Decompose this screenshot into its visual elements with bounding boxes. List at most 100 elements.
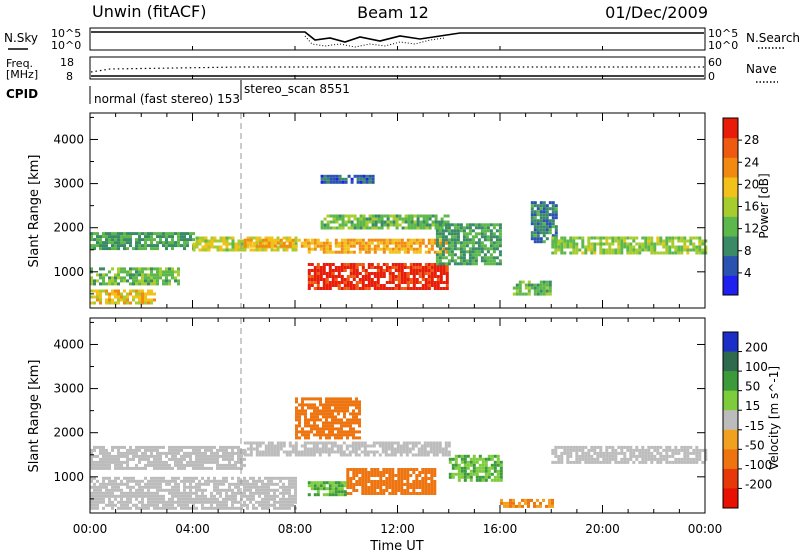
- data-cell: [273, 476, 276, 480]
- data-cell: [180, 479, 183, 483]
- data-cell: [201, 497, 204, 501]
- data-cell: [120, 460, 123, 464]
- data-cell: [210, 454, 213, 458]
- data-cell: [310, 481, 314, 485]
- data-cell: [346, 250, 350, 254]
- data-cell: [255, 488, 258, 492]
- data-cell: [632, 454, 636, 458]
- data-cell: [117, 276, 120, 280]
- data-cell: [447, 238, 451, 242]
- data-cell: [249, 491, 252, 495]
- data-cell: [351, 444, 355, 448]
- data-cell: [370, 486, 374, 489]
- data-cell: [270, 244, 274, 248]
- data-cell: [430, 241, 434, 245]
- data-cell: [228, 482, 231, 486]
- data-cell: [489, 259, 493, 263]
- data-cell: [368, 217, 372, 221]
- data-cell: [427, 269, 431, 272]
- data-cell: [400, 480, 404, 483]
- data-cell: [388, 266, 392, 269]
- data-cell: [276, 444, 280, 448]
- data-cell: [701, 239, 705, 243]
- data-cell: [252, 503, 255, 507]
- data-cell: [319, 266, 323, 269]
- data-cell: [462, 238, 466, 242]
- data-cell: [108, 270, 111, 274]
- data-cell: [674, 248, 678, 252]
- data-cell: [93, 494, 96, 498]
- data-cell: [480, 247, 484, 251]
- data-cell: [671, 454, 675, 458]
- data-cell: [489, 229, 493, 233]
- data-cell: [360, 450, 364, 454]
- data-cell: [326, 180, 330, 184]
- data-cell: [545, 216, 549, 220]
- data-cell: [380, 220, 384, 224]
- data-cell: [258, 236, 262, 240]
- data-cell: [93, 500, 96, 504]
- data-cell: [472, 466, 476, 470]
- data-cell: [680, 245, 684, 249]
- data-cell: [394, 480, 398, 483]
- data-cell: [422, 217, 426, 221]
- data-cell: [108, 247, 111, 251]
- data-cell: [90, 238, 93, 242]
- data-cell: [319, 481, 323, 485]
- data-cell: [334, 481, 338, 485]
- data-cell: [162, 503, 165, 507]
- data-cell: [123, 276, 126, 280]
- data-cell: [650, 454, 654, 458]
- data-cell: [388, 480, 392, 483]
- data-cell: [486, 223, 490, 227]
- data-cell: [352, 430, 355, 434]
- data-cell: [246, 453, 250, 457]
- data-cell: [249, 248, 253, 252]
- data-cell: [680, 248, 684, 252]
- data-cell: [680, 448, 684, 452]
- data-cell: [447, 226, 451, 230]
- data-cell: [623, 239, 627, 243]
- data-cell: [459, 250, 463, 254]
- data-cell: [451, 472, 455, 476]
- data-cell: [371, 180, 375, 184]
- data-cell: [424, 244, 428, 248]
- data-cell: [596, 445, 600, 449]
- data-cell: [153, 448, 156, 452]
- data-cell: [440, 226, 444, 230]
- data-cell: [355, 418, 358, 422]
- data-cell: [569, 460, 573, 464]
- data-cell: [334, 238, 338, 242]
- data-cell: [334, 241, 338, 245]
- data-cell: [339, 453, 343, 457]
- data-cell: [340, 238, 344, 242]
- data-cell: [204, 482, 207, 486]
- data-cell: [551, 460, 555, 464]
- data-cell: [237, 451, 240, 455]
- data-cell: [605, 448, 609, 452]
- data-cell: [264, 238, 268, 242]
- data-cell: [117, 454, 120, 458]
- data-cell: [322, 281, 326, 284]
- data-cell: [332, 226, 336, 230]
- data-cell: [150, 500, 153, 504]
- data-cell: [252, 491, 255, 495]
- data-cell: [135, 463, 138, 467]
- data-cell: [468, 229, 472, 233]
- data-cell: [608, 445, 612, 449]
- data-cell: [602, 460, 606, 464]
- data-cell: [322, 269, 326, 272]
- data-cell: [414, 444, 418, 448]
- data-cell: [307, 244, 311, 248]
- data-cell: [450, 259, 454, 263]
- data-cell: [267, 479, 270, 483]
- freq-unit-label: [MHz]: [6, 68, 38, 81]
- data-cell: [325, 421, 328, 425]
- data-cell: [114, 485, 117, 489]
- data-cell: [93, 301, 96, 305]
- data-cell: [433, 471, 437, 474]
- data-cell: [343, 430, 346, 434]
- data-cell: [518, 286, 522, 290]
- data-cell: [635, 445, 639, 449]
- data-cell: [677, 251, 681, 255]
